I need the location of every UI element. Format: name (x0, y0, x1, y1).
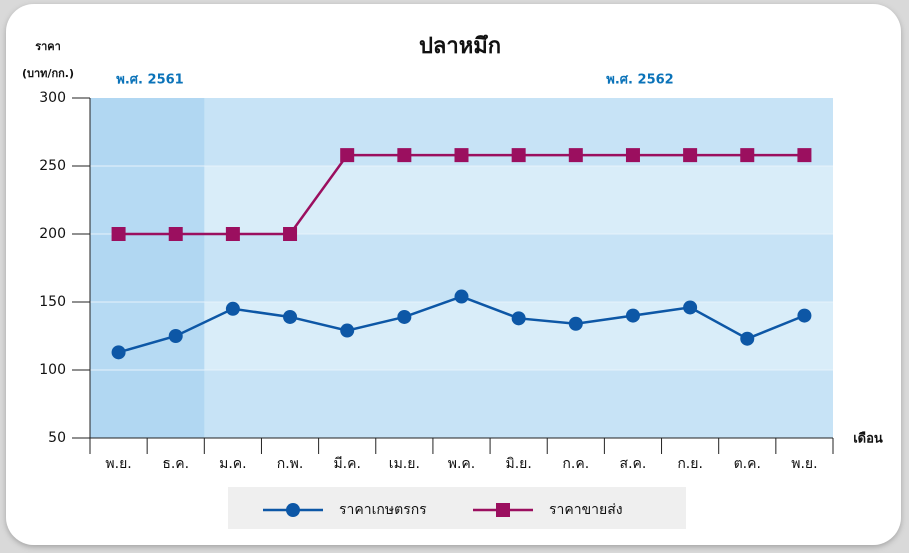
plot-band (90, 370, 833, 438)
x-tick-label: ส.ค. (620, 456, 647, 472)
x-tick-label: พ.ค. (448, 456, 476, 472)
marker (683, 148, 698, 163)
x-tick-label: พ.ย. (791, 456, 817, 472)
marker (225, 301, 240, 316)
plot-band (90, 302, 833, 370)
y-tick-label: 150 (39, 294, 66, 310)
legend-label: ราคาเกษตรกร (339, 502, 427, 518)
marker (111, 227, 126, 241)
legend-marker (496, 503, 510, 517)
y-tick-label: 100 (39, 362, 66, 378)
x-tick-label: ก.ค. (562, 456, 589, 472)
marker (568, 148, 583, 163)
plot-band (90, 166, 833, 234)
legend (228, 487, 686, 529)
x-tick-label: มิ.ย. (505, 456, 531, 472)
marker (168, 329, 183, 343)
marker (797, 148, 812, 163)
marker (797, 308, 812, 323)
x-tick-label: ม.ค. (219, 456, 247, 472)
marker (283, 309, 298, 324)
marker (625, 148, 640, 163)
marker (683, 300, 698, 315)
y-tick-label: 300 (39, 90, 66, 106)
y-tick-label: 200 (39, 226, 66, 242)
chart-title: ปลาหมึก (419, 34, 501, 59)
x-axis-label: เดือน (853, 431, 883, 447)
period-label: พ.ศ. 2561 (116, 73, 183, 88)
x-tick-label: พ.ย. (105, 456, 131, 472)
x-tick-label: ก.ย. (677, 456, 703, 472)
y-tick-label: 50 (48, 430, 66, 446)
marker (454, 289, 469, 304)
marker (340, 148, 355, 163)
x-tick-label: ต.ค. (734, 456, 761, 472)
marker (511, 311, 526, 326)
y-axis-unit: (บาท/กก.) (22, 67, 74, 80)
marker (568, 316, 583, 331)
marker (283, 227, 298, 241)
marker (111, 345, 126, 360)
x-tick-label: ธ.ค. (162, 456, 189, 472)
legend-label: ราคาขายส่ง (549, 502, 623, 518)
marker (625, 308, 640, 323)
marker (454, 148, 469, 163)
marker (168, 227, 183, 241)
x-tick-label: เม.ย. (389, 456, 420, 472)
marker (340, 323, 355, 338)
marker (740, 148, 755, 163)
marker (397, 148, 412, 163)
x-tick-label: ก.พ. (277, 456, 304, 472)
y-axis-label: ราคา (35, 40, 61, 53)
x-tick-label: มี.ค. (333, 456, 361, 472)
marker (397, 309, 412, 324)
marker (511, 148, 526, 163)
marker (740, 331, 755, 346)
period-label: พ.ศ. 2562 (606, 73, 673, 88)
legend-marker (286, 503, 300, 517)
marker (225, 227, 240, 241)
period-highlight (90, 98, 205, 438)
y-tick-label: 250 (39, 158, 66, 174)
